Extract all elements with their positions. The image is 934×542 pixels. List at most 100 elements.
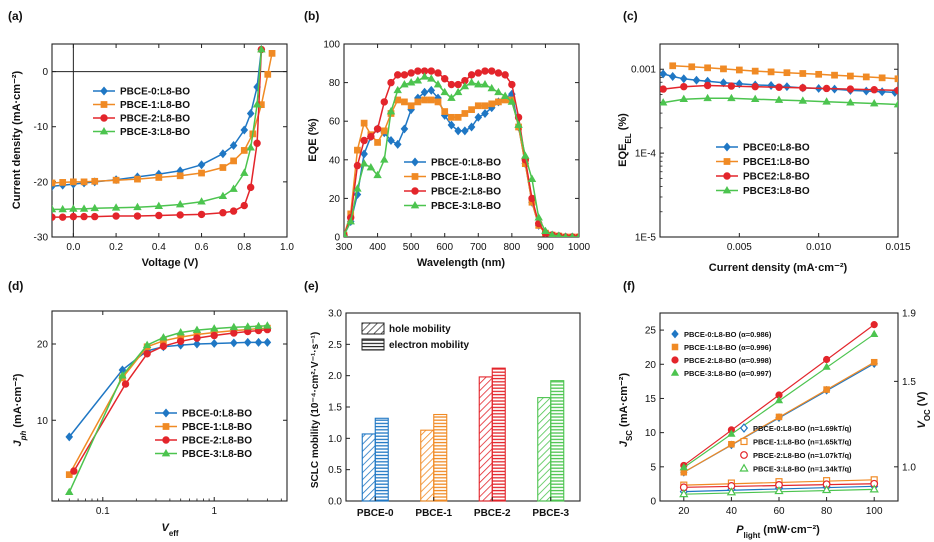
data-point bbox=[175, 199, 185, 208]
data-point bbox=[488, 67, 496, 75]
data-point bbox=[692, 75, 701, 85]
y-tick-label: 20 bbox=[329, 194, 341, 205]
data-point bbox=[727, 82, 736, 90]
data-point bbox=[680, 82, 688, 91]
y-tick-label: 2.0 bbox=[328, 371, 342, 382]
data-point bbox=[847, 72, 854, 80]
data-point bbox=[487, 83, 496, 92]
legend-label: PBCE3:L8-BO bbox=[743, 186, 810, 197]
data-point bbox=[798, 96, 808, 104]
data-point bbox=[133, 202, 142, 211]
data-point bbox=[870, 329, 879, 337]
bar-electron-PBCE-0 bbox=[374, 417, 389, 502]
data-point bbox=[142, 340, 152, 348]
legend-label: PBCE-1:L8-BO bbox=[182, 422, 252, 433]
data-point bbox=[59, 179, 67, 186]
x-tick-label: PBCE-2 bbox=[474, 508, 511, 519]
data-point bbox=[774, 95, 784, 103]
data-point bbox=[527, 174, 537, 182]
legend-label: PBCE-0:L8-BO (n=1.69kT/q) bbox=[753, 424, 852, 433]
legend-label: PBCE-1:L8-BO (α=0.996) bbox=[684, 343, 772, 352]
data-point bbox=[229, 184, 238, 192]
bar-electron-PBCE-1 bbox=[433, 413, 448, 502]
y-tick-label: 0.0 bbox=[328, 497, 342, 508]
data-point bbox=[434, 69, 442, 77]
y-tick-label: 1.5 bbox=[328, 403, 342, 414]
data-point bbox=[229, 322, 239, 331]
panel-c: (c) 0.005 0.010 0.015 1E-5 1E-4 0.001 PBCE0:L8-… bbox=[617, 9, 911, 274]
x-tick-label: 0.0 bbox=[66, 242, 80, 253]
legend-label: PBCE-0:L8-BO bbox=[120, 87, 190, 98]
data-point bbox=[112, 212, 120, 220]
data-point bbox=[534, 213, 543, 221]
data-point bbox=[52, 179, 56, 187]
data-point bbox=[420, 72, 429, 80]
y-tick-label: 0.5 bbox=[328, 465, 342, 476]
legend-marker bbox=[722, 185, 732, 194]
data-point bbox=[541, 226, 550, 235]
legend-label: PBCE2:L8-BO bbox=[743, 172, 810, 183]
data-point bbox=[480, 80, 490, 88]
x-axis-title: Veff bbox=[161, 522, 178, 538]
data-point bbox=[65, 471, 73, 478]
legend-label: PBCE-1:L8-BO (n=1.65kT/q) bbox=[753, 438, 852, 447]
data-point bbox=[230, 338, 238, 348]
y-tick-label: -30 bbox=[34, 233, 49, 244]
plot-frame bbox=[659, 43, 899, 238]
legend-label: PBCE-2:L8-BO bbox=[431, 187, 501, 198]
data-point bbox=[254, 337, 263, 347]
legend-label: electron mobility bbox=[389, 340, 469, 351]
data-point bbox=[799, 84, 807, 92]
x-tick-label: 1000 bbox=[568, 242, 591, 253]
legend-swatch-electron bbox=[361, 338, 385, 351]
data-point bbox=[751, 82, 759, 91]
data-point bbox=[240, 168, 249, 176]
data-point bbox=[367, 132, 375, 141]
y-tick-label: 60 bbox=[329, 117, 341, 128]
panel-f: (f) 20 40 60 80 100 0 5 10 15 20 25 1.0 1.5 1.9 PBCE-0:… bbox=[618, 279, 932, 540]
x-tick-label: 80 bbox=[821, 506, 833, 517]
legend-label: PBCE-3:L8-BO (n=1.34kT/q) bbox=[753, 465, 852, 474]
data-point bbox=[894, 86, 898, 95]
data-point bbox=[878, 87, 886, 97]
data-point bbox=[421, 96, 428, 104]
series-PBCE-3:L8-BO bbox=[65, 321, 272, 496]
data-point bbox=[65, 432, 74, 442]
series-line bbox=[52, 49, 263, 188]
data-point bbox=[353, 161, 362, 170]
y2-axis-title-sub: OC bbox=[923, 409, 932, 421]
data-point bbox=[815, 70, 823, 78]
data-point bbox=[400, 124, 409, 134]
data-point bbox=[775, 413, 783, 421]
data-point bbox=[240, 125, 249, 135]
data-point bbox=[448, 113, 455, 121]
data-point bbox=[474, 80, 483, 88]
y-axis-title-unit: (mA·cm⁻²) bbox=[12, 373, 24, 430]
y-axis-title: JSC (mA·cm⁻²) bbox=[618, 373, 634, 448]
x-tick-label: PBCE-0 bbox=[357, 508, 394, 519]
data-point bbox=[454, 113, 462, 121]
x-axis-title: Wavelength (nm) bbox=[417, 257, 506, 269]
data-point bbox=[360, 119, 368, 127]
data-point bbox=[893, 99, 898, 108]
bar-electron-PBCE-3 bbox=[550, 380, 565, 502]
data-point bbox=[359, 159, 369, 167]
y-tick-label: 0 bbox=[334, 233, 340, 244]
data-point bbox=[495, 98, 502, 106]
data-point bbox=[427, 96, 435, 104]
data-point bbox=[720, 65, 727, 73]
data-point bbox=[703, 93, 712, 102]
data-point bbox=[823, 386, 830, 393]
data-point bbox=[192, 325, 202, 333]
x-tick-label: 700 bbox=[470, 242, 487, 253]
data-point bbox=[197, 197, 206, 205]
data-point bbox=[406, 78, 416, 86]
data-point bbox=[474, 112, 483, 122]
data-point bbox=[433, 80, 443, 88]
y-tick-label: 1.0 bbox=[328, 434, 342, 445]
data-point bbox=[70, 178, 77, 186]
data-point bbox=[481, 109, 489, 118]
panel-label: (e) bbox=[304, 279, 319, 293]
data-point bbox=[447, 120, 456, 130]
